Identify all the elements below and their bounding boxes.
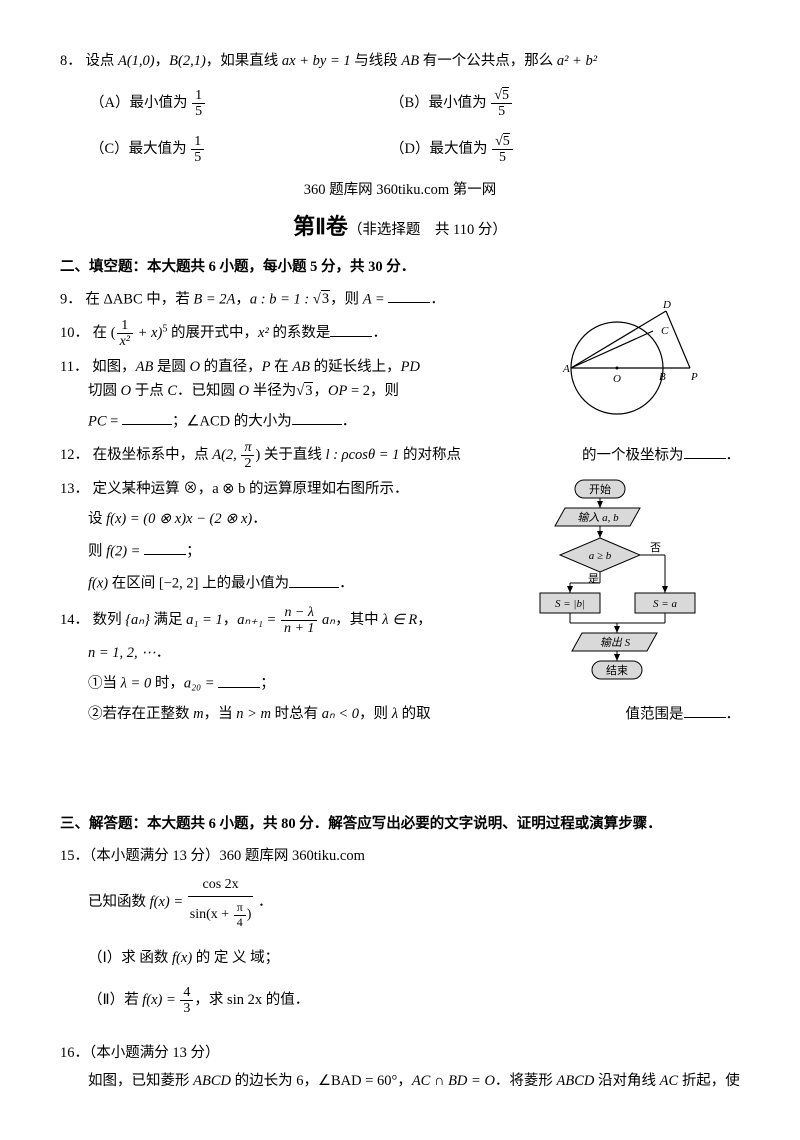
q8-option-c: （C）最大值为 15 bbox=[90, 134, 390, 166]
site-credit: 360 题库网 360tiku.com 第一网 bbox=[60, 179, 740, 203]
flowchart-figure: 开始 输入 a, b a ≥ b 是 否 S = |b| S = a 输出 S bbox=[520, 478, 700, 688]
q9-num: 9． bbox=[60, 291, 82, 307]
svg-text:S = |b|: S = |b| bbox=[555, 598, 585, 610]
blank-input bbox=[289, 572, 339, 588]
svg-text:否: 否 bbox=[650, 542, 661, 554]
q8-option-d: （D）最大值为 √55 bbox=[390, 134, 690, 166]
blank-input bbox=[684, 444, 726, 460]
blank-input bbox=[292, 410, 342, 426]
question-11: A B C D O P 11． 如图，AB 是圆 O 的直径，P 在 AB 的延… bbox=[60, 356, 740, 434]
q8-options-row-1: （A）最小值为 15 （B）最小值为 √55 bbox=[90, 88, 740, 120]
blank-input bbox=[218, 672, 260, 688]
q13-num: 13． bbox=[60, 481, 89, 497]
q12-answer-tail: 的一个极坐标为． bbox=[582, 444, 740, 468]
blank-input bbox=[388, 288, 430, 304]
question-16: 16．（本小题满分 13 分） 如图，已知菱形 ABCD 的边长为 6，∠BAD… bbox=[60, 1042, 740, 1094]
fill-in-blanks-header: 二、填空题：本大题共 6 小题，每小题 5 分，共 30 分． bbox=[60, 256, 740, 280]
svg-text:B: B bbox=[659, 371, 666, 383]
q11-num: 11． bbox=[60, 359, 88, 375]
q15-num: 15． bbox=[60, 848, 89, 864]
svg-text:a ≥ b: a ≥ b bbox=[589, 550, 612, 562]
q8-option-a: （A）最小值为 15 bbox=[90, 88, 390, 120]
svg-text:输出 S: 输出 S bbox=[600, 636, 631, 649]
section-2-title: 第Ⅱ卷（非选择题 共 110 分） bbox=[60, 209, 740, 245]
q14-num: 14． bbox=[60, 612, 89, 628]
q14-answer-tail: 值范围是． bbox=[626, 703, 741, 727]
question-13: 开始 输入 a, b a ≥ b 是 否 S = |b| S = a 输出 S bbox=[60, 478, 740, 597]
blank-input bbox=[684, 703, 726, 719]
svg-text:P: P bbox=[690, 371, 698, 383]
solve-header: 三、解答题：本大题共 6 小题，共 80 分．解答应写出必要的文字说明、证明过程… bbox=[60, 813, 740, 837]
svg-text:结束: 结束 bbox=[606, 664, 628, 677]
q8-option-b: （B）最小值为 √55 bbox=[390, 88, 690, 120]
svg-text:D: D bbox=[662, 299, 671, 311]
svg-text:O: O bbox=[613, 373, 621, 385]
q8-num: 8． bbox=[60, 53, 82, 69]
blank-input bbox=[330, 322, 372, 338]
q8-options-row-2: （C）最大值为 15 （D）最大值为 √55 bbox=[90, 134, 740, 166]
blank-input bbox=[144, 540, 186, 556]
question-8: 8． 设点 A(1,0)，B(2,1)，如果直线 ax + by = 1 与线段… bbox=[60, 50, 740, 165]
svg-text:A: A bbox=[562, 363, 570, 375]
blank-input bbox=[122, 410, 172, 426]
circle-figure: A B C D O P bbox=[555, 296, 710, 426]
svg-text:S = a: S = a bbox=[653, 598, 677, 610]
q10-num: 10． bbox=[60, 325, 89, 341]
question-12: 12． 在极坐标系中，点 A(2, π2) 关于直线 l : ρcosθ = 1… bbox=[60, 440, 740, 472]
q12-num: 12． bbox=[60, 447, 89, 463]
svg-text:C: C bbox=[661, 325, 669, 337]
question-15: 15．（本小题满分 13 分）360 题库网 360tiku.com 已知函数 … bbox=[60, 845, 740, 1016]
svg-text:开始: 开始 bbox=[589, 482, 611, 496]
q16-num: 16． bbox=[60, 1045, 89, 1061]
svg-text:输入 a, b: 输入 a, b bbox=[577, 511, 619, 524]
